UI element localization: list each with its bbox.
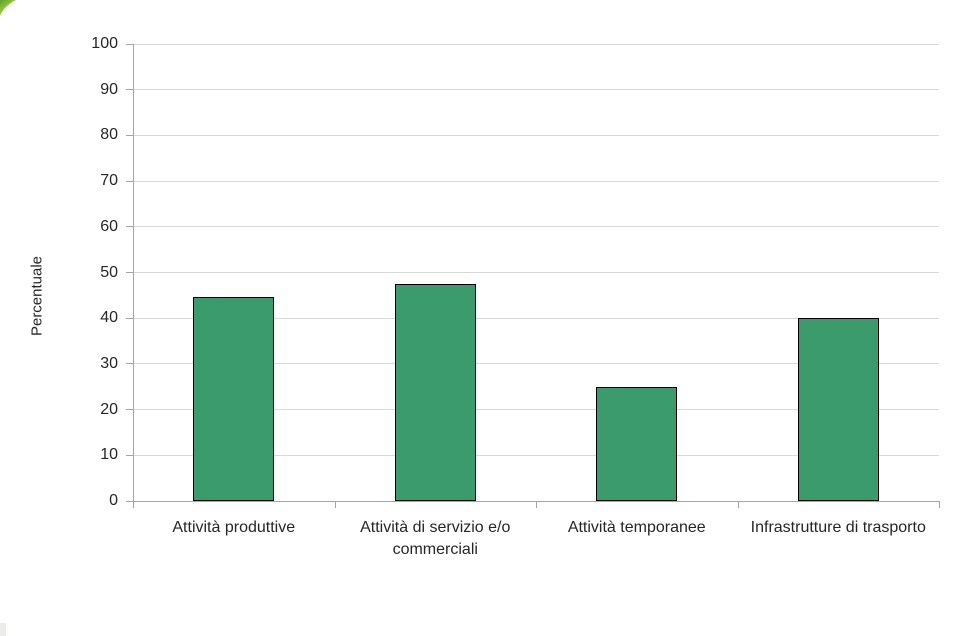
gridline [133,454,939,456]
gridline [133,363,939,365]
y-axis-line [133,44,134,501]
y-tick-label: 60 [100,217,118,235]
page-corner-sliver [0,623,6,636]
gridline [133,43,939,45]
gridline [133,89,939,91]
y-tick-mark [126,363,133,365]
y-tick-mark [126,226,133,228]
y-tick-label: 80 [100,126,118,144]
x-tick-mark [133,501,134,508]
y-tick-label: 90 [100,80,118,98]
y-tick-label: 70 [100,172,118,190]
y-tick-label: 20 [100,400,118,418]
bar [596,386,678,501]
y-tick-mark [126,272,133,273]
y-tick-label: 50 [100,263,118,281]
y-tick-label: 40 [100,309,118,327]
x-category-label: Infrastrutture di trasporto [750,519,926,536]
green-corner-fold-icon [0,0,16,16]
y-tick-mark [126,409,133,411]
y-tick-label: 10 [100,446,118,464]
bar [394,284,476,501]
gridline [133,226,939,228]
gridline [133,134,939,136]
y-tick-mark [126,454,133,456]
gridline [133,180,939,182]
bar [193,296,275,501]
bar [797,318,879,501]
gridline [133,272,939,273]
x-tick-mark [536,501,537,508]
y-tick-mark [126,89,133,91]
y-tick-label: 30 [100,354,118,372]
gridline [133,317,939,319]
y-tick-label: 100 [91,35,118,52]
y-tick-mark [126,43,133,45]
y-tick-mark [126,317,133,319]
x-category-label: Attività produttive [172,519,296,536]
x-category-label: Attività di servizio e/o commerciali [360,519,511,558]
x-tick-mark [737,501,739,508]
y-tick-mark [126,500,133,502]
gridline [133,409,939,411]
x-tick-mark [334,501,336,508]
y-tick-mark [126,180,133,182]
y-tick-mark [126,134,133,136]
x-tick-mark [939,501,940,508]
y-tick-label: 0 [109,492,118,509]
x-category-label: Attività temporanee [567,519,706,536]
